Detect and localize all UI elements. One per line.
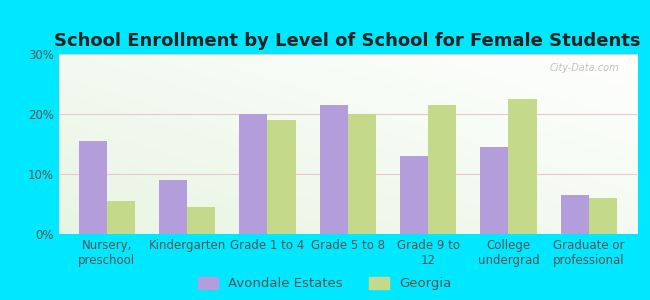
Bar (400, 156, 428, 234)
Bar (561, 195, 589, 234)
Bar (79, 141, 107, 234)
Bar (348, 114, 376, 234)
Bar (508, 99, 536, 234)
Bar (187, 207, 215, 234)
Bar (320, 105, 348, 234)
Bar (239, 114, 267, 234)
Bar (589, 198, 617, 234)
Bar (267, 120, 296, 234)
Bar (428, 105, 456, 234)
Text: City-Data.com: City-Data.com (550, 63, 619, 73)
Title: School Enrollment by Level of School for Female Students: School Enrollment by Level of School for… (55, 32, 641, 50)
Bar (107, 201, 135, 234)
Bar (159, 180, 187, 234)
Bar (480, 147, 508, 234)
Legend: Avondale Estates, Georgia: Avondale Estates, Georgia (198, 277, 452, 290)
